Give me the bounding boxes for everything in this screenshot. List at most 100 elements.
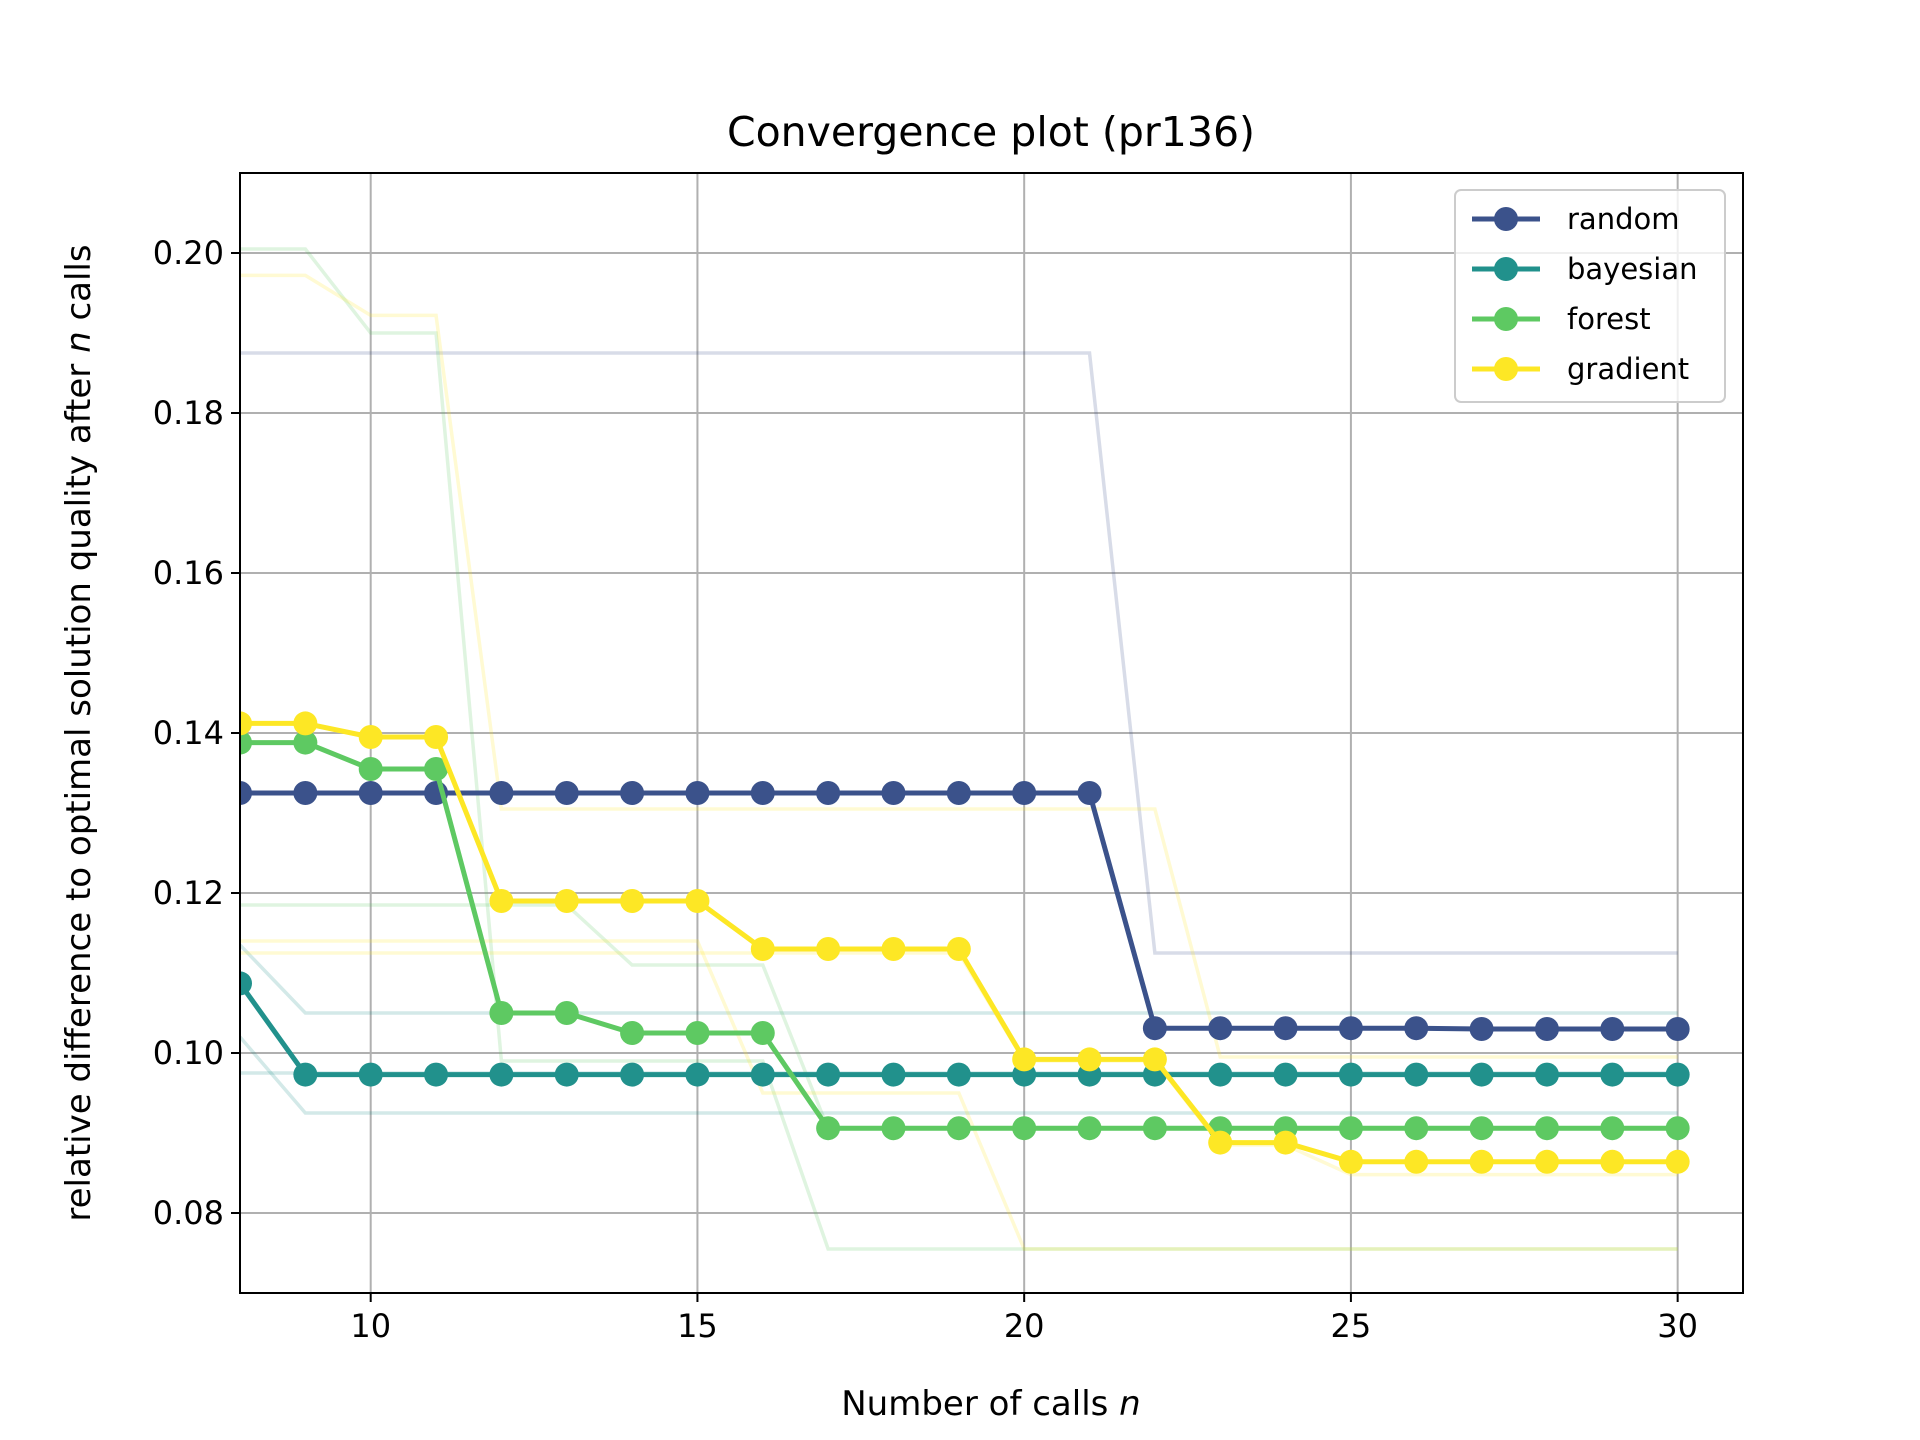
gradient-point	[1273, 1130, 1298, 1155]
y-tick-label: 0.18	[153, 394, 224, 432]
forest-point	[1404, 1116, 1429, 1141]
forest-point	[620, 1021, 645, 1045]
gradient-point	[424, 725, 449, 749]
bayesian-point	[1404, 1062, 1429, 1087]
bayesian-series	[240, 971, 1690, 1087]
gradient-point	[1012, 1047, 1037, 1072]
bayesian-run-line	[240, 1035, 1678, 1115]
forest-point	[881, 1116, 906, 1141]
bayesian-point	[620, 1062, 645, 1087]
random-point	[1534, 1017, 1559, 1041]
bayesian-point	[293, 1062, 318, 1087]
forest-point	[1077, 1116, 1102, 1141]
forest-point	[1600, 1116, 1625, 1141]
random-point	[946, 781, 971, 805]
forest-point	[1012, 1116, 1037, 1141]
gradient-point	[358, 725, 383, 749]
y-axis-label-main: relative difference to optimal solution …	[59, 353, 99, 1222]
bayesian-point	[358, 1062, 383, 1087]
bayesian-point	[424, 1062, 449, 1087]
bayesian-point	[816, 1062, 841, 1087]
gradient-point	[1338, 1149, 1363, 1174]
bayesian-point	[881, 1062, 906, 1087]
gradient-point	[293, 711, 318, 736]
bayesian-run-line	[240, 943, 1678, 1015]
gradient-point	[1534, 1149, 1559, 1174]
random-point	[1665, 1017, 1690, 1041]
gradient-point	[1469, 1149, 1494, 1174]
forest-legend-label: forest	[1567, 302, 1651, 336]
x-tick-label: 25	[1331, 1307, 1372, 1345]
forest-point	[1338, 1116, 1363, 1141]
gradient-point	[816, 937, 841, 961]
bayesian-point	[1665, 1062, 1690, 1087]
random-point	[358, 781, 383, 805]
y-tick-label: 0.10	[153, 1034, 224, 1072]
x-axis-ticks: 10 15 20 25 30	[350, 1293, 1698, 1345]
x-tick-label: 30	[1657, 1307, 1698, 1345]
bayesian-legend-label: bayesian	[1567, 252, 1698, 286]
chart-title: Convergence plot (pr136)	[727, 108, 1255, 156]
random-point	[293, 781, 318, 805]
gradient-point	[620, 889, 645, 913]
forest-series	[240, 730, 1690, 1141]
random-point	[685, 781, 710, 805]
random-point	[1273, 1016, 1298, 1041]
gradient-point	[881, 937, 906, 961]
forest-point	[750, 1021, 775, 1045]
gradient-point	[489, 889, 514, 913]
forest-point	[1665, 1116, 1690, 1141]
bayesian-point	[1600, 1062, 1625, 1087]
forest-legend-marker	[1494, 307, 1518, 331]
random-point	[620, 781, 645, 805]
gradient-point	[750, 937, 775, 961]
gradient-point	[554, 889, 579, 913]
forest-run-line	[240, 247, 1678, 1251]
random-run-line	[240, 351, 1678, 955]
x-tick-label: 20	[1004, 1307, 1045, 1345]
random-point	[1208, 1016, 1233, 1041]
mean-series	[240, 711, 1690, 1174]
random-point	[240, 781, 252, 805]
gradient-point	[685, 889, 710, 913]
random-point	[1012, 781, 1037, 805]
bayesian-point	[1338, 1062, 1363, 1087]
gradient-point	[1208, 1130, 1233, 1155]
random-point	[1077, 781, 1102, 805]
y-tick-label: 0.20	[153, 234, 224, 272]
forest-point	[685, 1021, 710, 1045]
forest-point	[358, 757, 383, 781]
gradient-series	[240, 711, 1690, 1174]
random-point	[554, 781, 579, 805]
forest-point	[424, 757, 449, 781]
gradient-legend-label: gradient	[1567, 352, 1689, 386]
forest-point	[1469, 1116, 1494, 1141]
forest-point	[240, 730, 252, 755]
forest-point	[1142, 1116, 1167, 1141]
forest-point	[946, 1116, 971, 1141]
x-axis-label-main: Number of calls	[841, 1384, 1119, 1424]
bayesian-point	[1273, 1062, 1298, 1087]
gradient-point	[1077, 1047, 1102, 1072]
y-axis-label-italic: n	[59, 331, 99, 353]
x-axis-label: Number of calls n	[841, 1384, 1140, 1424]
random-series	[240, 781, 1690, 1041]
random-point	[750, 781, 775, 805]
gradient-point	[1142, 1047, 1167, 1072]
x-tick-label: 10	[350, 1307, 391, 1345]
gradient-legend-marker	[1494, 357, 1518, 381]
bayesian-point	[489, 1062, 514, 1087]
gradient-point	[1600, 1149, 1625, 1174]
forest-point	[816, 1116, 841, 1141]
bayesian-point	[685, 1062, 710, 1087]
bayesian-point	[240, 971, 252, 996]
gradient-point	[1404, 1149, 1429, 1174]
y-tick-label: 0.16	[153, 554, 224, 592]
random-point	[1338, 1016, 1363, 1041]
y-axis-label-tail: calls	[59, 244, 99, 331]
y-axis-ticks: 0.08 0.10 0.12 0.14 0.16 0.18 0.20	[153, 234, 240, 1232]
bayesian-point	[1469, 1062, 1494, 1087]
x-tick-label: 15	[677, 1307, 718, 1345]
y-tick-label: 0.12	[153, 874, 224, 912]
